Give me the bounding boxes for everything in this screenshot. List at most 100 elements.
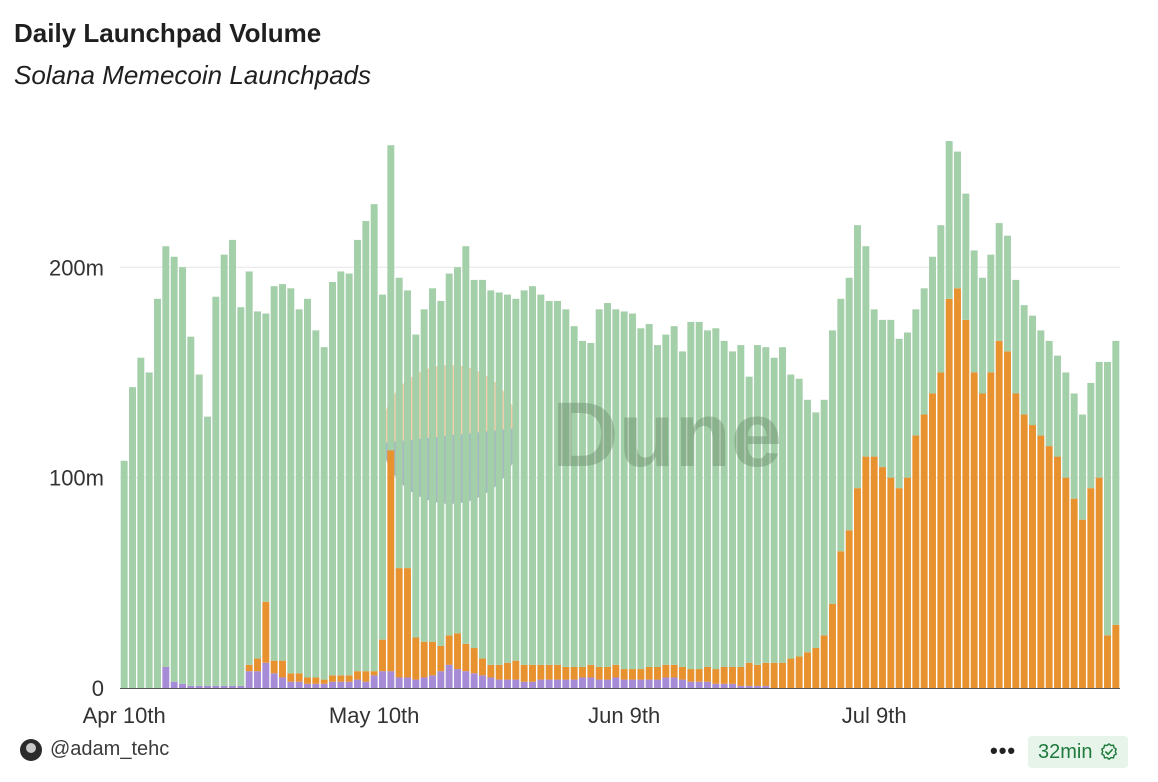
bar-orange <box>845 530 853 688</box>
bar-purple <box>329 681 336 688</box>
y-tick-label: 200m <box>49 255 104 280</box>
bar-purple <box>687 681 695 688</box>
bar-orange <box>1095 477 1103 688</box>
more-options-button[interactable]: ••• <box>990 738 1017 763</box>
bar-purple <box>429 675 436 688</box>
bar-orange <box>354 671 361 680</box>
bar-purple <box>262 662 270 688</box>
bar-orange <box>854 488 861 688</box>
bar-orange <box>670 664 678 678</box>
bar-orange <box>637 669 645 680</box>
bar-purple <box>470 673 478 688</box>
bar-green <box>495 292 503 665</box>
bar-green <box>387 145 395 451</box>
bar-green <box>629 313 636 670</box>
bar-green <box>904 332 911 478</box>
bar-orange <box>370 671 378 676</box>
bar-purple <box>512 679 520 688</box>
bar-green <box>412 334 420 638</box>
bar-green <box>487 290 495 665</box>
bar-green <box>1029 315 1036 426</box>
bar-orange <box>887 477 895 688</box>
bar-green <box>954 151 961 289</box>
bar-orange <box>1079 519 1086 688</box>
y-tick-label: 100m <box>49 466 104 491</box>
bar-green <box>1087 382 1095 489</box>
bar-green <box>887 319 895 478</box>
bar-green <box>337 271 345 676</box>
bar-orange <box>645 666 653 680</box>
bar-green <box>654 345 661 667</box>
bar-purple <box>237 685 245 688</box>
verified-check-icon <box>1101 743 1118 761</box>
bar-purple <box>679 679 686 688</box>
bar-purple <box>229 685 236 688</box>
bar-green <box>729 351 736 667</box>
bar-orange <box>587 664 595 678</box>
bar-orange <box>420 641 428 678</box>
bar-orange <box>704 666 711 682</box>
bar-green <box>604 303 611 667</box>
bar-green <box>154 298 161 688</box>
bar-green <box>804 399 811 653</box>
bar-orange <box>412 637 420 680</box>
bar-green <box>554 300 561 665</box>
bar-green <box>762 347 770 663</box>
bar-green <box>595 309 603 667</box>
bar-green <box>229 239 236 686</box>
bar-orange <box>820 635 828 688</box>
bar-green <box>920 288 928 415</box>
freshness-badge[interactable]: 32min <box>1028 736 1129 768</box>
bar-green <box>312 330 320 678</box>
bar-orange <box>620 669 628 680</box>
bar-orange <box>804 652 811 688</box>
chart-subtitle: Solana Memecoin Launchpads <box>14 60 372 90</box>
bar-green <box>745 376 753 663</box>
bar-green <box>404 290 411 569</box>
bar-purple <box>654 679 661 688</box>
bar-green <box>120 460 128 688</box>
author-handle[interactable]: @adam_tehc <box>50 738 170 760</box>
bar-green <box>220 254 228 686</box>
author-attribution[interactable]: @adam_tehc <box>20 738 169 761</box>
bar-orange <box>654 666 661 680</box>
bar-green <box>187 336 195 686</box>
bar-green <box>512 298 520 661</box>
bar-orange <box>687 669 695 682</box>
bar-green <box>1012 279 1020 394</box>
bar-purple <box>270 673 278 688</box>
bar-green <box>345 273 353 676</box>
bar-green <box>445 273 453 636</box>
bar-green <box>912 309 920 436</box>
bar-orange <box>879 467 886 688</box>
bar-orange <box>270 660 278 674</box>
bar-orange <box>737 666 745 686</box>
bar-purple <box>312 683 320 688</box>
bar-green <box>737 345 745 667</box>
bar-orange <box>462 643 470 672</box>
bar-green <box>895 338 903 489</box>
x-tick-label: Jul 9th <box>842 703 907 728</box>
bar-green <box>870 309 878 457</box>
bar-purple <box>320 683 328 688</box>
bar-green <box>362 220 370 672</box>
bar-green <box>962 193 970 320</box>
bar-purple <box>295 681 303 688</box>
bar-purple <box>695 681 703 688</box>
bar-orange <box>770 662 778 688</box>
bar-green <box>429 288 436 642</box>
bar-green <box>637 328 645 670</box>
bar-purple <box>195 685 203 688</box>
bar-green <box>245 271 253 665</box>
bar-green <box>129 387 136 688</box>
bar-orange <box>554 664 561 680</box>
bar-green <box>979 277 986 394</box>
bar-purple <box>404 677 411 688</box>
bar-green <box>1037 330 1045 436</box>
bar-purple <box>287 681 295 688</box>
x-tick-label: Jun 9th <box>588 703 660 728</box>
bar-purple <box>595 679 603 688</box>
bar-orange <box>287 673 295 682</box>
bar-orange <box>470 648 478 674</box>
dune-watermark-text: Dune <box>552 384 782 486</box>
